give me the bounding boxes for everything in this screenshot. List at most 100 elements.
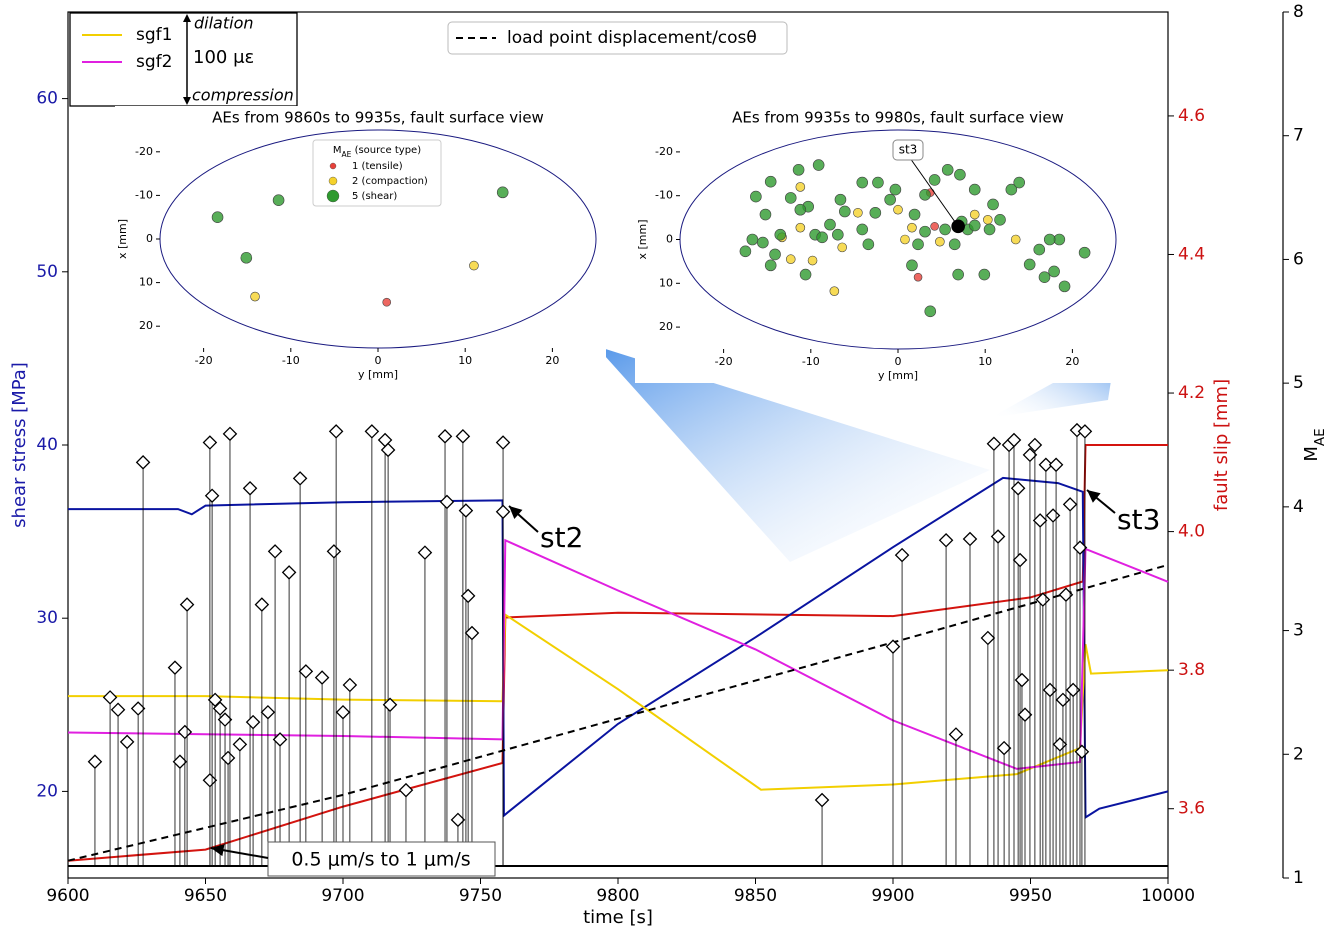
ae-marker [232, 737, 248, 752]
ae-event [919, 189, 931, 201]
annotation-arrowhead [509, 506, 523, 519]
ae-marker [335, 704, 351, 720]
x-tick-label: -10 [802, 355, 820, 368]
y3-tick-label: 1 [1293, 868, 1304, 888]
series-line [68, 612, 1169, 791]
x-tick-label: 10 [458, 354, 472, 367]
ae-event [799, 268, 812, 281]
ae-event [769, 248, 781, 261]
ae-marker [1062, 497, 1078, 512]
x-axis-label: y [mm] [878, 369, 918, 382]
y-axis-label: shear stress [MPa] [9, 362, 30, 528]
ae-event [1043, 233, 1056, 246]
y-axis-label: x [mm] [636, 219, 649, 259]
ae-marker [986, 436, 1002, 452]
ae-marker [220, 750, 236, 766]
ae-marker [260, 704, 276, 720]
ae-event [759, 208, 772, 221]
ae-marker [885, 639, 901, 654]
ae-marker [202, 435, 218, 450]
ae-marker [167, 660, 183, 675]
ae-event [785, 254, 796, 265]
x-tick-label: -20 [715, 355, 733, 368]
ae-marker [212, 701, 228, 716]
ae-event [969, 209, 980, 220]
ae-event [912, 238, 924, 251]
x-tick-label: 9650 [184, 886, 227, 906]
legend-box [447, 21, 788, 55]
x-tick-label: 9950 [1009, 886, 1052, 906]
ae-event [832, 228, 844, 241]
ae-marker [398, 782, 414, 798]
ae-event [924, 305, 937, 318]
ae-event [496, 186, 509, 199]
y-tick-label: -20 [135, 145, 153, 158]
y3-tick-label: 7 [1293, 126, 1304, 146]
ae-event [469, 260, 479, 271]
inset-title: AEs from 9860s to 9935s, fault surface v… [212, 109, 544, 127]
ae-event [750, 190, 762, 203]
ae-event [784, 192, 797, 204]
y-tick-label: -10 [135, 188, 153, 201]
ae-event [746, 233, 759, 246]
ae-event [941, 164, 954, 176]
x-tick-label: 9900 [871, 886, 914, 906]
ae-event [795, 222, 806, 233]
x-tick-label: 9850 [734, 886, 777, 906]
y2-axis-label: fault slip [mm] [1211, 379, 1232, 511]
ae-event [906, 259, 918, 272]
annotation: st2 [540, 521, 583, 554]
ae-event [935, 236, 945, 247]
y-tick-label: 20 [139, 319, 153, 332]
y-tick-label: 40 [36, 435, 58, 455]
ae-event [1013, 176, 1026, 189]
x-tick-label: 9750 [459, 886, 502, 906]
ae-marker [364, 424, 380, 439]
ae-event [900, 234, 910, 245]
legend-label: sgf1 [136, 25, 172, 45]
y3-tick-label: 5 [1293, 373, 1304, 393]
ae-marker [204, 488, 220, 504]
y-tick-label: 0 [666, 233, 673, 246]
x-tick-label: 0 [895, 355, 902, 368]
ae-marker [1058, 587, 1074, 602]
ae-event [908, 208, 921, 221]
ae-marker [119, 734, 135, 750]
ae-marker [326, 544, 342, 559]
ae-marker [130, 701, 146, 716]
ae-marker [382, 697, 398, 713]
y3-axis-label-part: M [1301, 446, 1322, 462]
inset-title: AEs from 9935s to 9980s, fault surface v… [732, 109, 1064, 127]
ae-marker [1077, 424, 1093, 439]
ae-marker [1006, 432, 1022, 448]
ae-event [829, 286, 840, 296]
ae-marker [314, 670, 330, 685]
ae-event [862, 238, 875, 251]
ae-event [764, 259, 777, 272]
annotation-arrowhead [211, 844, 225, 857]
ae-event [919, 225, 931, 238]
ae-event [794, 203, 807, 216]
inset-chart: AEs from 9935s to 9980s, fault surface v… [635, 106, 1126, 383]
ae-marker [894, 547, 910, 563]
ae-marker [814, 792, 830, 808]
legend: sgf1 sgf2 dilation 100 με compression load po… [69, 12, 788, 107]
x-tick-label: 9600 [46, 886, 89, 906]
ae-event [240, 251, 253, 264]
ae-event [1058, 280, 1071, 293]
ae-event [757, 236, 769, 249]
ae-marker [217, 712, 233, 727]
ae-marker [1032, 513, 1048, 528]
annotation-arrowhead [1087, 490, 1101, 503]
main-chart: 9600 9650 9700 9750 9800 9850 9900 9950 10000203… [9, 2, 1328, 928]
ae-marker [1012, 552, 1028, 568]
ae-event [739, 245, 752, 258]
y-tick-label: -10 [655, 189, 673, 202]
ae-event [1005, 183, 1018, 196]
legend-label: load point displacement/cosθ [507, 28, 757, 48]
ae-marker [948, 727, 964, 742]
ae-marker [1014, 672, 1030, 688]
ae-event [837, 242, 847, 253]
y-tick-label: 0 [146, 232, 153, 245]
ae-event [954, 168, 966, 181]
